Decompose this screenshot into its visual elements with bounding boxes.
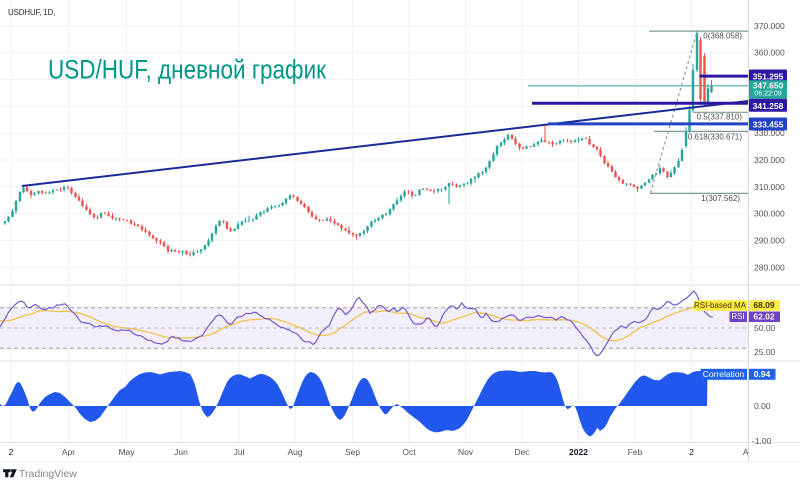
svg-text:Oct: Oct: [402, 447, 416, 457]
svg-text:0.94: 0.94: [754, 369, 771, 379]
svg-text:62.02: 62.02: [753, 311, 775, 321]
svg-text:Apr: Apr: [62, 447, 75, 457]
svg-text:0(368.058): 0(368.058): [703, 32, 742, 41]
svg-text:Feb: Feb: [628, 447, 643, 457]
svg-text:300.000: 300.000: [754, 209, 785, 219]
svg-text:50.00: 50.00: [754, 323, 776, 333]
svg-text:351.295: 351.295: [753, 72, 784, 82]
svg-text:330.000: 330.000: [754, 128, 785, 138]
svg-text:0.5(337.810): 0.5(337.810): [697, 113, 743, 122]
svg-text:370.000: 370.000: [754, 21, 785, 31]
svg-text:2: 2: [689, 447, 694, 457]
svg-text:2: 2: [9, 447, 14, 457]
svg-text:341.258: 341.258: [753, 101, 784, 111]
svg-text:Correlation: Correlation: [703, 369, 745, 379]
svg-text:1(307.562): 1(307.562): [701, 194, 740, 203]
svg-text:0.00: 0.00: [754, 401, 771, 411]
svg-text:347.650: 347.650: [753, 81, 784, 91]
svg-text:320.000: 320.000: [754, 155, 785, 165]
svg-text:68.09: 68.09: [753, 300, 775, 310]
svg-text:Aug: Aug: [287, 447, 302, 457]
svg-text:Jul: Jul: [234, 447, 245, 457]
svg-text:310.000: 310.000: [754, 182, 785, 192]
svg-text:280.000: 280.000: [754, 262, 785, 272]
svg-text:USDHUF, 1D,: USDHUF, 1D,: [8, 8, 55, 17]
svg-text:Dec: Dec: [514, 447, 530, 457]
svg-text:TradingView: TradingView: [19, 468, 77, 480]
svg-text:USD/HUF, дневной график: USD/HUF, дневной график: [48, 55, 326, 85]
svg-text:RSI: RSI: [731, 312, 744, 321]
svg-text:-1.00: -1.00: [752, 436, 772, 446]
svg-text:333.455: 333.455: [753, 120, 784, 130]
svg-text:0.618(330.671): 0.618(330.671): [688, 133, 743, 142]
svg-text:RSI-based MA: RSI-based MA: [694, 301, 747, 310]
svg-text:Sep: Sep: [345, 447, 360, 457]
svg-text:25.00: 25.00: [754, 347, 776, 357]
svg-text:May: May: [118, 447, 135, 457]
svg-text:2022: 2022: [569, 447, 588, 457]
svg-text:Apr: Apr: [743, 447, 756, 457]
svg-text:360.000: 360.000: [754, 48, 785, 58]
svg-text:Nov: Nov: [458, 447, 474, 457]
svg-text:Jun: Jun: [174, 447, 188, 457]
svg-text:290.000: 290.000: [754, 236, 785, 246]
svg-text:06:22:09: 06:22:09: [754, 91, 781, 98]
